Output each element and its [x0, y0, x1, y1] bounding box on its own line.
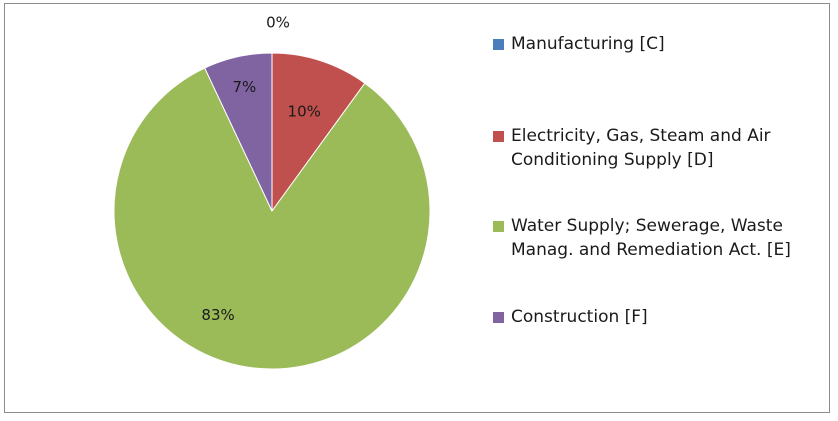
- pie-data-label-0: 0%: [266, 13, 290, 31]
- pie-slice-3: [204, 52, 273, 212]
- pie-slice-1: [271, 52, 366, 213]
- pie-data-label-3: 7%: [233, 78, 257, 96]
- legend-swatch-construction: [493, 312, 504, 323]
- legend-swatch-electricity: [493, 131, 504, 142]
- legend-label-water-supply: Water Supply; Sewerage, Waste Manag. and…: [511, 216, 791, 260]
- chart-frame: 0% 10% 83% 7% Manufacturing [C] Electricity…: [4, 3, 830, 413]
- legend-label-electricity: Electricity, Gas, Steam and Air Conditio…: [511, 126, 771, 170]
- pie-data-label-2: 83%: [201, 306, 234, 324]
- pie-data-label-1: 10%: [288, 102, 321, 120]
- legend-swatch-water-supply: [493, 221, 504, 232]
- pie-slice-2: [113, 67, 431, 370]
- legend-label-manufacturing: Manufacturing [C]: [511, 34, 665, 54]
- pie-chart: 0% 10% 83% 7%: [113, 13, 431, 370]
- legend-swatch-manufacturing: [493, 39, 504, 50]
- legend-label-construction: Construction [F]: [511, 307, 648, 327]
